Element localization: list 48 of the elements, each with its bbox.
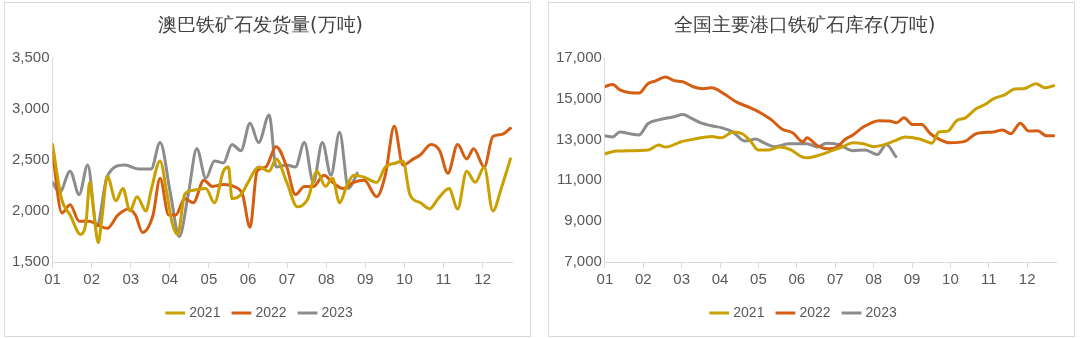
legend-label: 2022 — [799, 303, 831, 320]
x-tick-label: 03 — [122, 270, 140, 288]
x-tick-label: 08 — [317, 270, 335, 288]
x-tick-label: 09 — [357, 270, 374, 288]
y-tick-label: 2,000 — [11, 201, 50, 219]
x-tick-label: 01 — [596, 270, 614, 288]
x-tick-label: 06 — [239, 270, 257, 288]
x-tick-label: 02 — [83, 270, 100, 288]
y-tick-label: 3,500 — [11, 47, 50, 65]
line-series — [604, 113, 898, 159]
x-tick-label: 06 — [788, 270, 806, 288]
legend-label: 2023 — [865, 303, 897, 320]
x-tick-label: 12 — [474, 270, 492, 288]
line-series — [52, 143, 512, 245]
line-series — [52, 124, 512, 234]
legend-label: 2023 — [321, 303, 353, 320]
y-tick-label: 17,000 — [555, 47, 602, 65]
x-tick-label: 11 — [981, 270, 997, 288]
x-tick-label: 02 — [634, 270, 652, 288]
x-tick-label: 05 — [750, 270, 767, 288]
y-tick-label: 11,000 — [557, 170, 602, 188]
x-tick-label: 04 — [711, 270, 729, 288]
chart-title: 澳巴铁矿石发货量(万吨) — [158, 13, 363, 36]
legend-label: 2021 — [733, 303, 765, 320]
y-tick-label: 9,000 — [564, 211, 602, 229]
line-series — [604, 82, 1056, 160]
line-series — [604, 75, 1056, 151]
x-tick-label: 07 — [278, 270, 296, 288]
y-tick-label: 2,500 — [11, 150, 50, 168]
x-tick-label: 08 — [865, 270, 882, 288]
x-tick-label: 10 — [942, 270, 959, 288]
y-tick-label: 3,000 — [11, 98, 50, 116]
x-tick-label: 11 — [435, 270, 452, 288]
x-tick-label: 12 — [1018, 270, 1036, 288]
x-tick-label: 10 — [396, 270, 413, 288]
x-tick-label: 05 — [200, 270, 218, 288]
chart-title: 全国主要港口铁矿石库存(万吨) — [673, 13, 936, 36]
y-tick-label: 15,000 — [555, 88, 602, 106]
x-tick-label: 09 — [903, 270, 921, 288]
x-tick-label: 04 — [161, 270, 179, 288]
y-tick-label: 7,000 — [564, 252, 602, 270]
y-tick-label: 13,000 — [555, 129, 602, 147]
legend-label: 2021 — [189, 303, 221, 320]
legend-label: 2022 — [255, 303, 287, 320]
x-tick-label: 01 — [44, 270, 61, 288]
y-tick-label: 1,500 — [11, 252, 50, 270]
x-tick-label: 03 — [673, 270, 691, 288]
x-tick-label: 07 — [826, 270, 844, 288]
